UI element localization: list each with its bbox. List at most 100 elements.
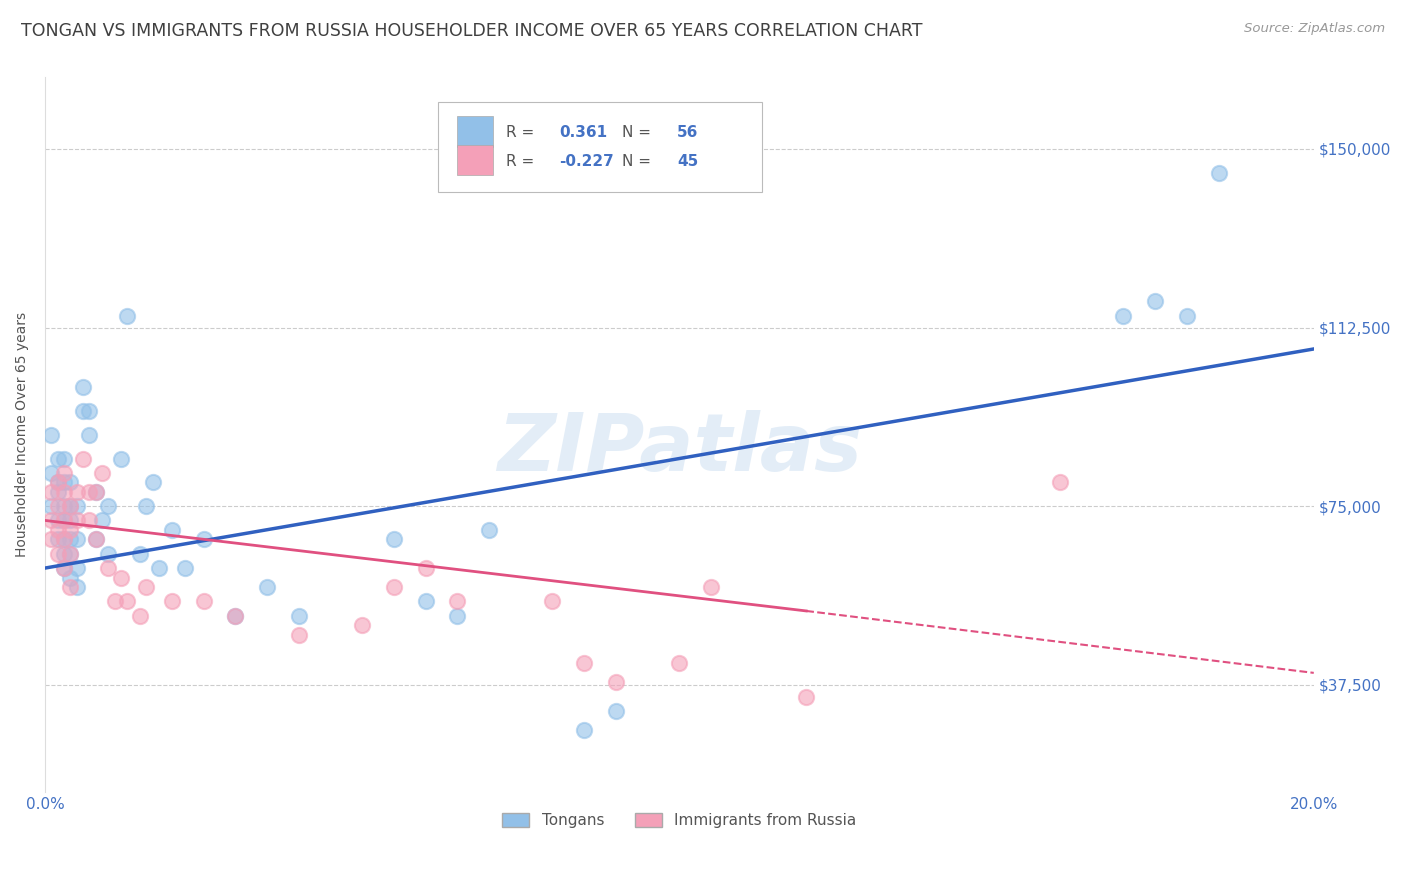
Point [46,475,69,490]
Y-axis label: Householder Income Over 65 years: Householder Income Over 65 years [15,312,30,558]
Point [59,571,82,585]
Point [415,594,437,608]
Point [605,704,627,718]
Point [91,466,114,480]
Point [53,547,76,561]
Point [53,513,76,527]
Point [142,475,165,490]
Point [72,380,94,394]
Point [97,561,120,575]
Point [1112,309,1135,323]
Point [91,513,114,527]
Text: N =: N = [623,153,651,169]
Point [110,571,132,585]
Point [84,533,107,547]
Point [478,523,501,537]
Point [446,594,468,608]
Point [1049,475,1071,490]
Point [53,466,76,480]
Point [53,533,76,547]
Point [700,580,723,594]
Point [224,608,246,623]
Text: R =: R = [506,153,534,169]
Text: Source: ZipAtlas.com: Source: ZipAtlas.com [1244,22,1385,36]
Point [79,404,101,418]
Bar [457,145,494,176]
Point [104,594,127,608]
Point [160,523,183,537]
Point [97,547,120,561]
Point [66,499,89,513]
Point [66,561,89,575]
Point [46,451,69,466]
Point [193,533,215,547]
Point [84,533,107,547]
Point [794,690,817,704]
Point [72,451,94,466]
Point [39,484,62,499]
Text: TONGAN VS IMMIGRANTS FROM RUSSIA HOUSEHOLDER INCOME OVER 65 YEARS CORRELATION CH: TONGAN VS IMMIGRANTS FROM RUSSIA HOUSEHO… [21,22,922,40]
Point [84,484,107,499]
Point [39,499,62,513]
Point [110,451,132,466]
Text: N =: N = [623,125,651,140]
Point [53,499,76,513]
Point [53,451,76,466]
Point [135,580,157,594]
Point [53,513,76,527]
Point [39,533,62,547]
Point [59,523,82,537]
Point [59,580,82,594]
Point [352,618,374,632]
Point [382,533,405,547]
Point [415,561,437,575]
Point [59,475,82,490]
Point [160,594,183,608]
Point [668,657,690,671]
Text: 45: 45 [676,153,699,169]
Point [39,466,62,480]
Point [46,533,69,547]
Text: ZIPatlas: ZIPatlas [496,410,862,488]
Point [79,427,101,442]
Point [129,608,152,623]
Point [59,547,82,561]
Point [39,427,62,442]
Legend: Tongans, Immigrants from Russia: Tongans, Immigrants from Russia [496,807,863,834]
Point [59,547,82,561]
Point [46,484,69,499]
Point [382,580,405,594]
Text: R =: R = [506,125,534,140]
Point [72,404,94,418]
Point [574,723,596,737]
Point [46,513,69,527]
Point [148,561,170,575]
Point [66,580,89,594]
Point [287,628,309,642]
Point [173,561,195,575]
Point [46,499,69,513]
Point [287,608,309,623]
Text: -0.227: -0.227 [558,153,613,169]
Point [39,513,62,527]
Point [46,475,69,490]
Point [66,513,89,527]
Point [46,547,69,561]
Point [59,499,82,513]
Bar [457,116,494,147]
Point [117,309,139,323]
Point [446,608,468,623]
Point [541,594,564,608]
Point [59,533,82,547]
Point [66,484,89,499]
Point [224,608,246,623]
Point [117,594,139,608]
Point [66,533,89,547]
Point [193,594,215,608]
Point [53,533,76,547]
Point [1175,309,1198,323]
Point [53,475,76,490]
Point [53,484,76,499]
Point [59,499,82,513]
Point [256,580,278,594]
